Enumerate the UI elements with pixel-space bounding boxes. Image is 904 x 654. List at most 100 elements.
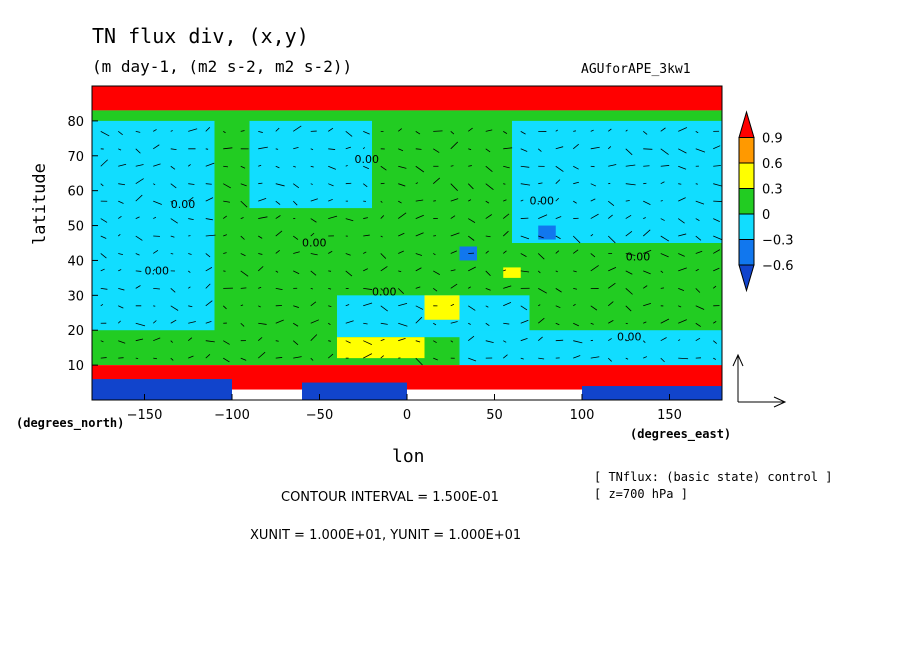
flux-vector [118, 305, 124, 309]
flux-vector [608, 267, 617, 272]
flux-vector [310, 253, 318, 256]
flux-vector [520, 337, 528, 342]
heatmap-region [302, 382, 407, 400]
flux-vector [170, 357, 174, 361]
flux-vector [660, 235, 670, 242]
flux-vector [450, 269, 456, 272]
flux-vector [345, 146, 352, 150]
flux-vector [450, 131, 455, 135]
flux-vector [363, 302, 373, 307]
flux-vector [520, 319, 529, 324]
contour-label: 0.00 [145, 264, 170, 277]
flux-vector [240, 357, 247, 361]
flux-vector [415, 214, 424, 219]
flux-vector [520, 148, 528, 152]
heatmap-region [582, 386, 722, 400]
flux-vector [258, 146, 268, 150]
flux-vector [170, 130, 173, 132]
flux-vector [205, 300, 213, 307]
flux-vector [153, 249, 159, 254]
flux-vector [310, 287, 313, 290]
heatmap-region [249, 120, 372, 209]
flux-vector [660, 127, 666, 132]
flux-vector [468, 322, 471, 325]
flux-vector [503, 301, 512, 307]
flux-vector [275, 270, 279, 273]
flux-vector [485, 214, 492, 219]
flux-vector [485, 287, 491, 291]
flux-vector [135, 216, 140, 219]
flux-vector [660, 357, 665, 363]
flux-vector [310, 357, 314, 361]
flux-vector [328, 340, 331, 342]
heatmap-region [512, 120, 722, 243]
flux-vector [607, 357, 612, 362]
flux-vector [590, 183, 597, 187]
flux-vector [223, 252, 227, 254]
flux-vector [293, 235, 299, 240]
flux-vector [100, 253, 107, 259]
flux-vector [328, 322, 331, 326]
x-tick-label: 0 [403, 408, 411, 423]
flux-vector [485, 165, 493, 173]
flux-vector [450, 340, 454, 343]
flux-vector [275, 230, 283, 237]
flux-vector [188, 196, 194, 202]
flux-vector [468, 148, 472, 151]
flux-vector [415, 199, 424, 202]
flux-vector [275, 148, 279, 150]
flux-vector [293, 251, 300, 254]
flux-vector [310, 334, 318, 341]
x-tick-label: 150 [657, 408, 682, 423]
flux-vector [188, 286, 191, 289]
flux-vector [643, 285, 648, 289]
flux-vector [223, 340, 230, 345]
flux-vector [678, 305, 682, 308]
flux-vector [590, 322, 594, 325]
colorbar-label: 0 [762, 208, 770, 223]
flux-vector [625, 129, 628, 132]
flux-vector [240, 200, 248, 208]
flux-vector [328, 215, 338, 219]
flux-vector [520, 253, 527, 257]
flux-vector [363, 287, 373, 290]
flux-vector [205, 183, 212, 185]
flux-vector [695, 235, 702, 241]
flux-vector [555, 179, 561, 184]
colorbar-swatch [738, 137, 755, 164]
flux-vector [170, 253, 174, 255]
flux-vector [415, 131, 421, 135]
flux-vector [695, 218, 700, 221]
flux-vector [187, 270, 191, 273]
flux-vector [485, 250, 489, 254]
flux-vector [660, 200, 663, 202]
flux-vector [258, 322, 267, 325]
flux-vector [170, 340, 173, 343]
y-tick-label: 60 [67, 185, 84, 200]
flux-vector [678, 233, 687, 237]
flux-vector [660, 318, 670, 324]
flux-vector [415, 305, 424, 310]
flux-vector [625, 230, 633, 237]
flux-vector [118, 215, 122, 219]
flux-vector [275, 200, 281, 205]
flux-vector [363, 340, 372, 346]
flux-vector [398, 303, 408, 307]
flux-vector [573, 270, 577, 273]
flux-vector [572, 235, 581, 244]
flux-vector [695, 268, 699, 272]
heatmap-region [503, 267, 521, 278]
flux-vector [240, 322, 245, 327]
contour-label: 0.00 [171, 198, 196, 211]
heatmap-region [92, 120, 215, 331]
chart-title: TN flux div, (x,y) [92, 24, 309, 48]
flux-vector [205, 127, 211, 132]
flux-vector [643, 302, 652, 307]
flux-vector [205, 253, 211, 258]
colorbar-swatch [738, 213, 755, 240]
flux-vector [555, 305, 561, 309]
flux-vector [345, 131, 353, 137]
flux-vector [538, 288, 547, 294]
flux-vector [555, 146, 564, 150]
flux-vector [152, 268, 156, 272]
